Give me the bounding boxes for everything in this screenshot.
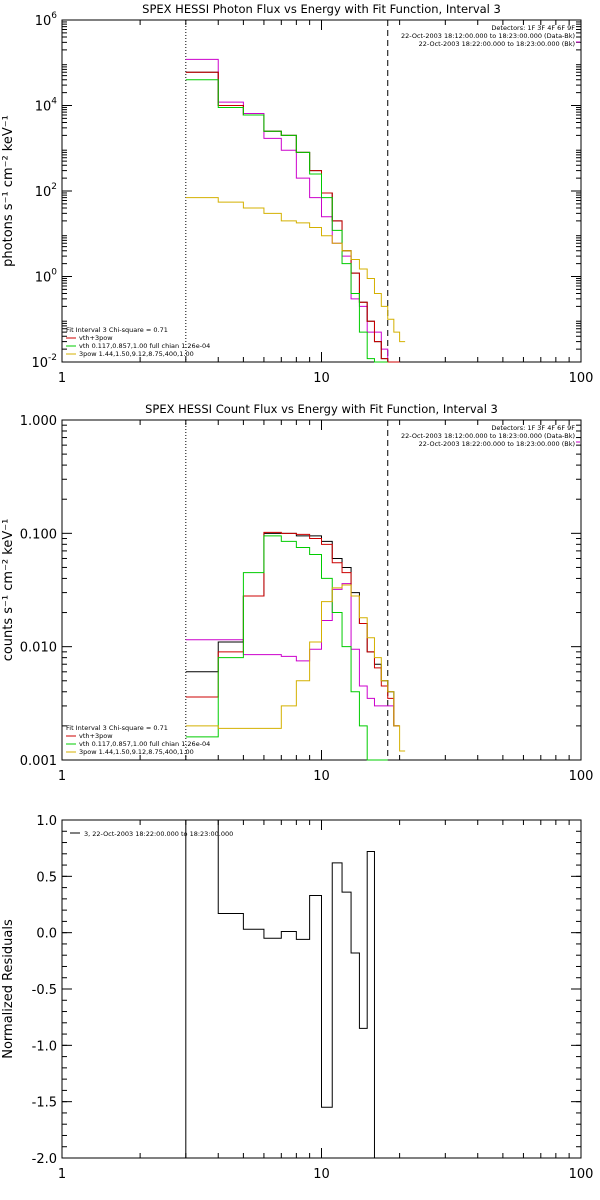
x-tick-label: 100 <box>569 1167 594 1182</box>
x-tick-label: 10 <box>313 769 330 784</box>
y-tick-label: 1.000 <box>20 414 57 429</box>
x-tick-label: 1 <box>58 1167 66 1182</box>
legend-header: Fit Interval 3 Chi-square = 0.71 <box>66 724 168 732</box>
y-tick-label: 0.0 <box>36 927 57 942</box>
y-tick-label: 0.100 <box>20 527 57 542</box>
x-tick-label: 1 <box>58 769 66 784</box>
x-tick-label: 10 <box>313 371 330 386</box>
legend-entry: 3, 22-Oct-2003 18:22:00.000 to 18:23:00.… <box>84 830 233 838</box>
y-tick-label: -0.5 <box>32 983 57 998</box>
panel-2: SPEX HESSI Count Flux vs Energy with Fit… <box>1 402 593 784</box>
series-step-data-1 <box>185 583 400 727</box>
y-tick-label: 0.001 <box>20 754 57 769</box>
y-tick-label: 100 <box>35 268 58 286</box>
y-tick-label: 0.010 <box>20 641 57 656</box>
series-step-fit-4 <box>185 79 388 363</box>
info-line: Detectors: 1F 3F 4F 6F 9F <box>491 24 575 32</box>
info-line: 22-Oct-2003 18:12:00.000 to 18:23:00.000… <box>401 432 575 440</box>
legend-entry: vth 0.117,0.857,1.00 full chian 1.26e-04 <box>79 740 210 748</box>
y-axis-label: Normalized Residuals <box>1 919 16 1059</box>
y-tick-label: 1.0 <box>36 814 57 829</box>
y-tick-label: 10-2 <box>31 353 57 371</box>
series-step-fit-5 <box>185 197 406 343</box>
x-tick-label: 1 <box>58 371 66 386</box>
y-tick-label: -1.0 <box>32 1039 57 1054</box>
x-tick-label: 100 <box>569 371 594 386</box>
chart-title: SPEX HESSI Photon Flux vs Energy with Fi… <box>142 2 501 16</box>
legend-entry: vth 0.117,0.857,1.00 full chian 1.26e-04 <box>79 342 210 350</box>
x-tick-label: 10 <box>313 1167 330 1182</box>
y-tick-label: -1.5 <box>32 1096 57 1111</box>
series-step-fit-4 <box>185 535 388 761</box>
legend-entry: 3pow 1.44,1.50,9.12,8.75,400,1.00 <box>79 748 194 756</box>
y-tick-label: 104 <box>35 97 58 115</box>
panel-3: 1 10 100 1.0 0.5 0.0 -0.5 -1.0 -1.5 -2.0 Normalize… <box>1 814 593 1182</box>
legend-entry: vth+3pow <box>79 334 113 342</box>
y-tick-label: -2.0 <box>32 1152 57 1167</box>
y-axis-label: photons s⁻¹ cm⁻² keV⁻¹ <box>1 115 16 267</box>
legend-entry: vth+3pow <box>79 732 113 740</box>
info-line: 22-Oct-2003 18:22:00.000 to 18:23:00.000… <box>419 40 575 48</box>
info-line: Detectors: 1F 3F 4F 6F 9F <box>491 424 575 432</box>
chart-title: SPEX HESSI Count Flux vs Energy with Fit… <box>145 402 498 416</box>
legend-header: Fit Interval 3 Chi-square = 0.71 <box>66 326 168 334</box>
panel-1: SPEX HESSI Photon Flux vs Energy with Fi… <box>1 2 593 386</box>
y-axis-label: counts s⁻¹ cm⁻² keV⁻¹ <box>1 519 16 662</box>
series-step-residual-1 <box>185 819 375 1158</box>
x-tick-label: 100 <box>569 769 594 784</box>
info-line: 22-Oct-2003 18:12:00.000 to 18:23:00.000… <box>401 32 575 40</box>
info-line: 22-Oct-2003 18:22:00.000 to 18:23:00.000… <box>419 440 575 448</box>
legend-entry: 3pow 1.44,1.50,9.12,8.75,400,1.00 <box>79 350 194 358</box>
y-tick-label: 0.5 <box>36 870 57 885</box>
series-step-fit-5 <box>185 584 406 752</box>
y-tick-label: 102 <box>35 182 57 200</box>
y-tick-label: 106 <box>35 11 58 29</box>
